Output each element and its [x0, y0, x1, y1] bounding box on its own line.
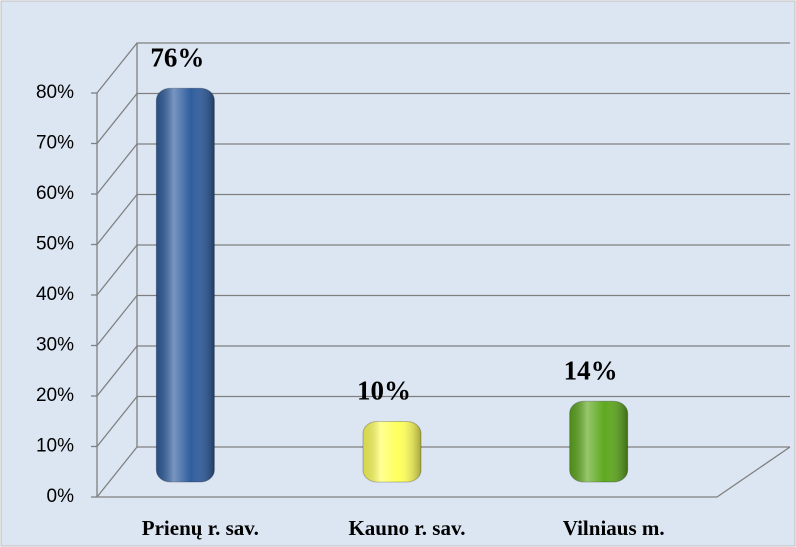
y-tick-label: 20%	[36, 385, 74, 406]
grid-line	[96, 395, 790, 447]
y-tick-label: 0%	[47, 486, 75, 507]
y-tick-label: 40%	[36, 284, 74, 305]
y-tick-label: 50%	[36, 234, 74, 255]
grid-line	[96, 193, 790, 245]
grid-line	[96, 345, 790, 397]
grid-line	[96, 244, 790, 296]
x-tick-label: Vilniaus m.	[563, 516, 665, 540]
bar	[569, 400, 629, 483]
grid-line	[96, 92, 790, 144]
y-tick-label: 10%	[36, 436, 74, 457]
y-tick-label: 70%	[36, 133, 74, 154]
bar	[362, 421, 422, 483]
floor	[97, 446, 791, 498]
bar	[155, 87, 215, 483]
value-label: 10%	[357, 376, 411, 406]
x-tick-label: Prienų r. sav.	[142, 516, 259, 540]
y-tick-label: 80%	[36, 82, 74, 103]
x-tick-label: Kauno r. sav.	[348, 516, 465, 540]
y-tick-label: 30%	[36, 335, 74, 356]
grid-line	[96, 42, 790, 94]
grid-line	[96, 294, 790, 346]
value-label: 14%	[564, 356, 618, 386]
bar-shine	[569, 401, 628, 482]
y-tick-label: 60%	[36, 183, 74, 204]
grid-line	[96, 143, 790, 195]
bar-shine	[156, 88, 215, 482]
bar-shine	[363, 421, 421, 482]
value-label: 76%	[150, 42, 204, 72]
